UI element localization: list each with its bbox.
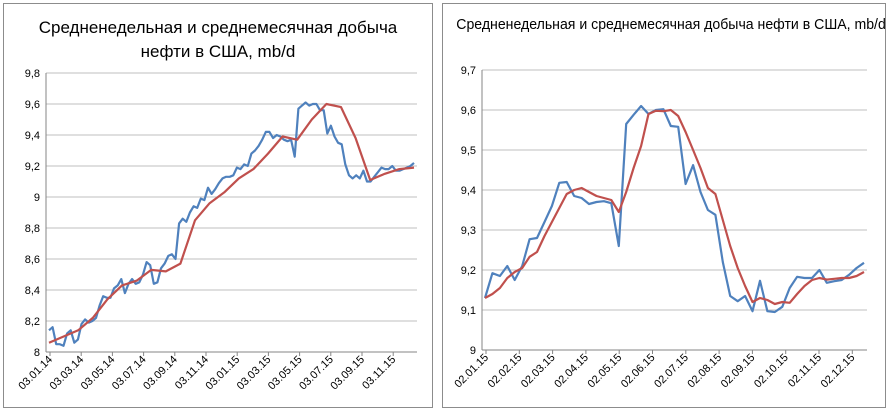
x-tick-label: 02.08.15	[685, 352, 724, 391]
y-tick-label: 9,6	[25, 99, 40, 111]
y-tick-label: 9,7	[461, 65, 476, 77]
y-tick-label: 9,2	[25, 161, 40, 173]
x-tick-label: 02.11.15	[786, 352, 824, 390]
y-tick-label: 8,6	[25, 254, 40, 266]
series-line-monthly	[48, 102, 415, 344]
chart-plot-left: 88,28,48,68,899,29,49,69,803.01.1403.03.…	[16, 68, 417, 393]
x-tick-label: 02.04.15	[552, 352, 591, 391]
series-line-weekly	[483, 104, 865, 314]
x-tick-label: 02.12.15	[819, 352, 858, 391]
x-tick-label: 03.09.15	[328, 354, 367, 393]
y-tick-label: 9	[34, 192, 40, 204]
chart-title: Средненедельная и среднемесячная добыча …	[456, 16, 886, 33]
y-tick-label: 9,1	[461, 305, 476, 317]
y-tick-label: 9,2	[461, 265, 476, 277]
x-tick-label: 02.06.15	[619, 352, 658, 391]
y-tick-label: 9,4	[461, 185, 476, 197]
chart-panel-weekly-monthly-2015: Средненедельная и среднемесячная добыча …	[442, 3, 886, 408]
y-tick-label: 8,2	[25, 316, 40, 328]
x-tick-label: 02.01.15	[452, 352, 491, 391]
y-tick-label: 8,4	[25, 285, 40, 297]
chart-title: Средненедельная и среднемесячная добыча …	[38, 18, 398, 61]
x-tick-label: 02.03.15	[519, 352, 558, 391]
y-tick-label: 9,4	[25, 130, 40, 142]
y-tick-label: 8,8	[25, 223, 40, 235]
y-tick-label: 9,3	[461, 225, 476, 237]
series-line-monthly	[484, 108, 865, 306]
x-tick-label: 03.09.14	[141, 354, 180, 393]
series-line-weekly	[48, 101, 415, 347]
y-tick-label: 9,5	[461, 145, 476, 157]
y-tick-label: 8	[34, 347, 40, 359]
x-tick-label: 02.05.15	[586, 352, 625, 391]
x-tick-label: 02.07.15	[652, 352, 691, 391]
x-tick-label: 02.02.15	[486, 352, 525, 391]
y-tick-label: 9,8	[25, 68, 40, 80]
chart-panel-weekly-monthly-2014-2015: Средненедельная и среднемесячная добыча …	[3, 3, 433, 408]
chart-plot-right: 99,19,29,39,49,59,69,702.01.1502.02.1502…	[452, 65, 867, 391]
y-tick-label: 9	[470, 345, 476, 357]
y-tick-label: 9,6	[461, 105, 476, 117]
x-tick-label: 03.11.15	[360, 354, 398, 392]
x-tick-label: 02.09.15	[719, 352, 758, 391]
x-tick-label: 02.10.15	[752, 352, 791, 391]
